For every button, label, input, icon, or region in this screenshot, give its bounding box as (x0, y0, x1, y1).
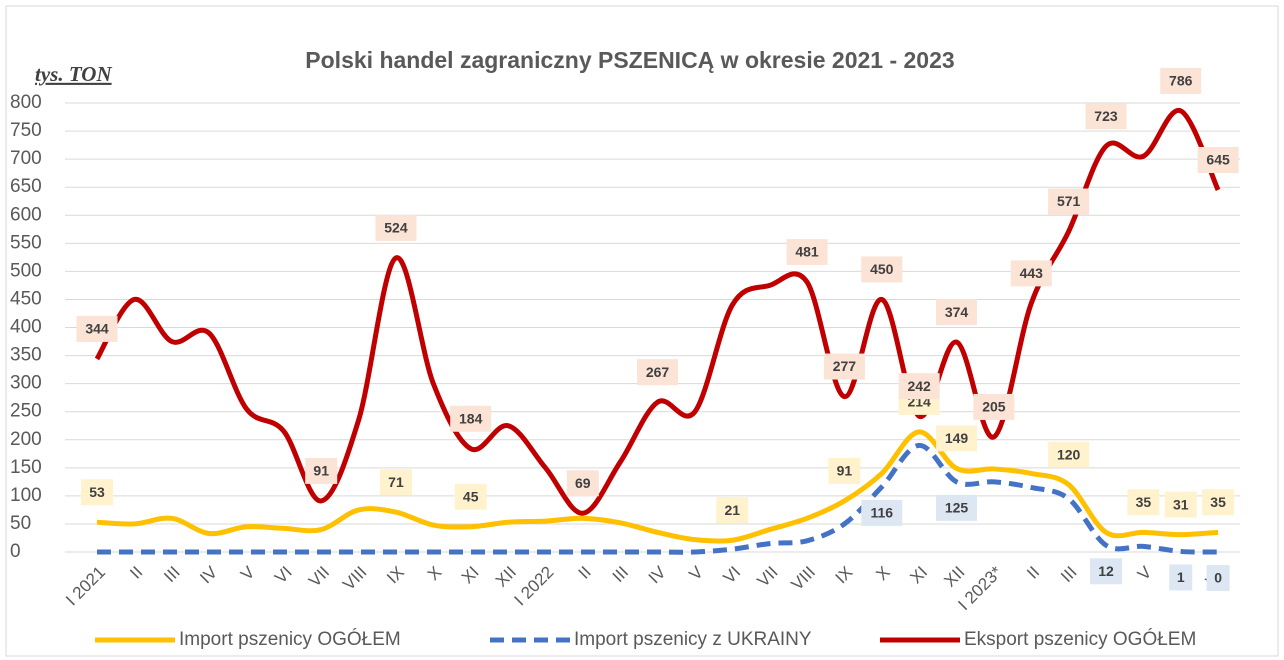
data-label: 125 (945, 500, 969, 516)
data-label: 450 (870, 261, 894, 277)
data-label: 524 (384, 220, 408, 236)
y-tick-label: 600 (10, 204, 42, 225)
data-label: 184 (459, 410, 483, 426)
y-tick-label: 50 (10, 513, 31, 534)
data-label-box (305, 457, 338, 484)
y-tick-label: 550 (10, 232, 42, 253)
data-label-box (1089, 558, 1122, 585)
legend-label: Import pszenicy OGÓŁEM (179, 628, 401, 650)
y-tick-label: 650 (10, 176, 42, 197)
data-label-box (973, 393, 1015, 420)
y-axis-label: tys. TON (35, 62, 112, 86)
y-tick-label: 200 (10, 429, 42, 450)
data-label-box (1164, 491, 1197, 518)
data-label-box (375, 214, 417, 241)
data-label: 571 (1057, 193, 1081, 209)
data-label: 91 (313, 463, 329, 479)
data-label-box (1160, 67, 1202, 94)
data-label-box (861, 499, 903, 526)
data-label-box (786, 239, 828, 266)
data-label: 277 (833, 358, 857, 374)
data-label: 645 (1206, 152, 1230, 168)
data-label: 344 (85, 321, 109, 337)
data-label-box (1010, 260, 1052, 287)
legend-label: Import pszenicy z UKRAINY (574, 629, 812, 650)
data-label-box (1197, 146, 1239, 173)
series-line (96, 429, 1219, 544)
y-tick-label: 800 (10, 92, 42, 113)
data-label: 53 (89, 484, 105, 500)
data-label-box (823, 353, 865, 380)
y-tick-label: 450 (10, 288, 42, 309)
data-label: 71 (388, 474, 404, 490)
y-tick-label: 700 (10, 148, 42, 169)
series-line (97, 442, 1219, 555)
data-label: 12 (1098, 563, 1114, 579)
chart-border (5, 5, 1279, 657)
y-tick-label: 100 (10, 485, 42, 506)
data-label-box (81, 479, 113, 506)
data-label-box (1048, 441, 1090, 468)
data-label-box (1085, 103, 1127, 130)
data-label: 786 (1169, 73, 1193, 89)
data-label-box (379, 469, 412, 496)
data-label: 242 (907, 378, 931, 394)
data-label: 374 (945, 304, 969, 320)
chart-title: Polski handel zagraniczny PSZENICĄ w okr… (305, 47, 954, 73)
data-label: 31 (1173, 496, 1189, 512)
data-label: 45 (463, 488, 479, 504)
data-label-box (566, 470, 599, 497)
data-label-box (454, 483, 487, 510)
y-tick-label: 0 (10, 541, 21, 562)
series-line (94, 108, 1221, 516)
y-tick-label: 150 (10, 457, 42, 478)
legend-label: Eksport pszenicy OGÓŁEM (964, 628, 1196, 650)
data-label-box (1206, 565, 1230, 591)
data-label: 116 (870, 505, 893, 521)
data-label-box (1127, 489, 1160, 516)
data-label-box (637, 359, 679, 386)
data-label-box (936, 299, 978, 326)
data-label-box (898, 373, 940, 400)
y-tick-label: 500 (10, 260, 42, 281)
data-label-box (861, 256, 903, 283)
data-label: 21 (725, 502, 741, 518)
y-tick-label: 250 (10, 401, 42, 422)
y-tick-label: 300 (10, 373, 42, 394)
data-label-box (1169, 564, 1193, 591)
data-label: 149 (945, 430, 969, 446)
data-label-box (1202, 489, 1235, 516)
data-label: 69 (575, 475, 591, 491)
data-label: 91 (837, 463, 853, 479)
data-label-box (936, 425, 978, 452)
data-label: 723 (1094, 108, 1118, 124)
y-tick-label: 400 (10, 317, 42, 338)
data-label: 35 (1136, 494, 1152, 510)
data-label: 1 (1177, 569, 1185, 585)
data-label: 120 (1057, 446, 1081, 462)
data-label-box (1048, 188, 1090, 215)
data-label: 0 (1214, 570, 1222, 586)
data-label-box (828, 457, 861, 484)
y-tick-label: 750 (10, 120, 42, 141)
data-label: 205 (982, 399, 1006, 415)
data-label: 481 (795, 244, 819, 260)
data-label-box (450, 405, 492, 432)
data-label: 267 (646, 364, 670, 380)
data-label-box (936, 494, 978, 521)
data-label-box (716, 497, 749, 524)
data-label: 443 (1020, 265, 1044, 281)
y-tick-label: 350 (10, 345, 42, 366)
data-label-box (76, 315, 118, 342)
data-label: 35 (1210, 494, 1226, 510)
